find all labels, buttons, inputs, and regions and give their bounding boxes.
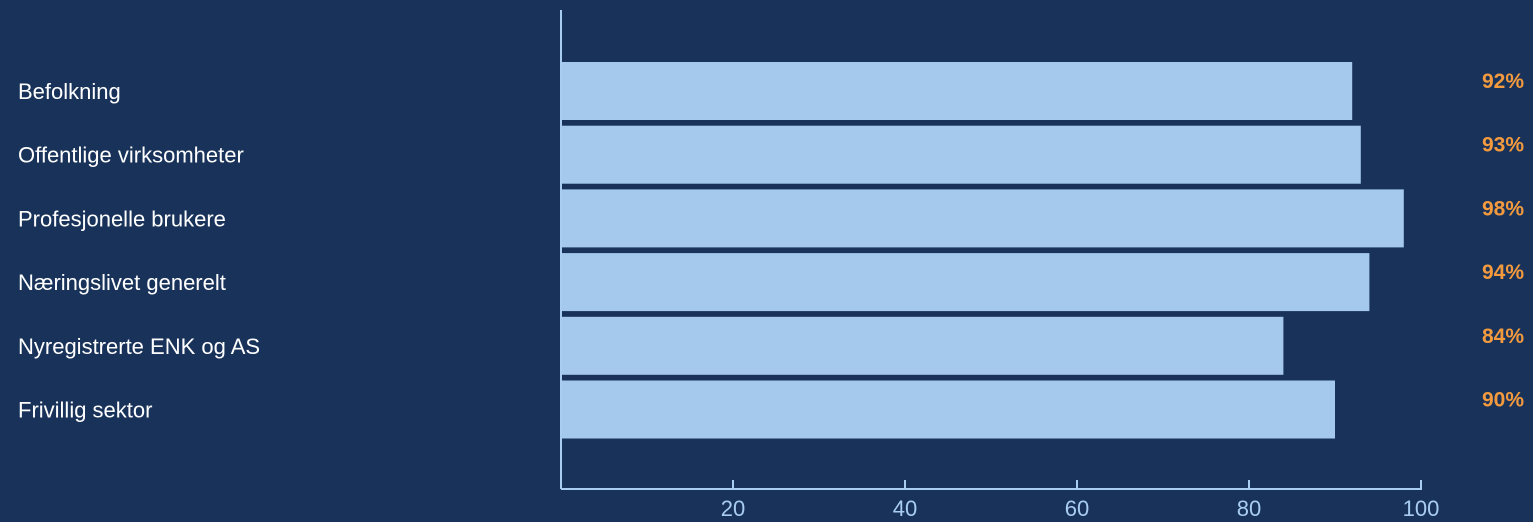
category-label: Profesjonelle brukere (18, 206, 226, 231)
value-label: 94% (1482, 261, 1524, 284)
x-tick-label: 60 (1065, 496, 1089, 521)
axes (560, 10, 1422, 490)
x-tick-label: 40 (893, 496, 917, 521)
category-label: Befolkning (18, 79, 121, 104)
bar-4 (561, 316, 1284, 375)
bars (561, 62, 1404, 439)
bar-5 (561, 380, 1335, 439)
category-label: Nyregistrerte ENK og AS (18, 334, 260, 359)
value-label: 93% (1482, 134, 1524, 157)
x-axis-ticks: 20 40 60 80 100 (721, 480, 1440, 521)
value-label: 92% (1482, 70, 1524, 93)
x-tick-label: 100 (1403, 496, 1440, 521)
category-labels: Befolkning Offentlige virksomheter Profesj… (18, 79, 260, 423)
bar-3 (561, 253, 1370, 312)
bar-1 (561, 125, 1361, 184)
bar-0 (561, 62, 1353, 120)
x-tick-label: 20 (721, 496, 745, 521)
category-label: Frivillig sektor (18, 398, 152, 423)
value-label: 84% (1482, 325, 1524, 348)
category-label: Næringslivet generelt (18, 270, 226, 295)
bar-2 (561, 189, 1404, 248)
value-labels: 92% 93% 98% 94% 84% 90% (1482, 70, 1524, 412)
x-tick-label: 80 (1237, 496, 1261, 521)
value-label: 98% (1482, 197, 1524, 220)
value-label: 90% (1482, 389, 1524, 412)
category-label: Offentlige virksomheter (18, 143, 244, 168)
